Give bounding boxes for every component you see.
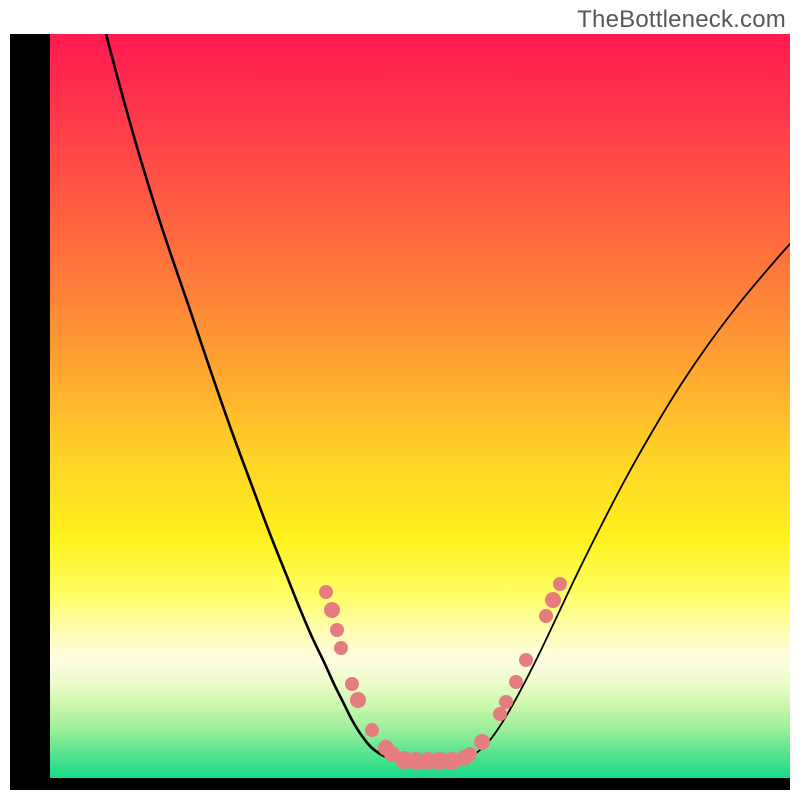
data-marker (334, 641, 348, 655)
data-marker (330, 623, 344, 637)
data-marker (519, 653, 533, 667)
bottleneck-curve (50, 34, 790, 778)
chart-frame (10, 34, 790, 790)
plot-area (50, 34, 790, 778)
data-marker (350, 692, 366, 708)
data-marker (545, 592, 561, 608)
curve-right-branch (450, 244, 790, 761)
data-marker (499, 695, 513, 709)
watermark-text: TheBottleneck.com (577, 6, 786, 34)
data-marker (345, 677, 359, 691)
data-marker (474, 734, 490, 750)
data-marker (319, 585, 333, 599)
data-marker (365, 723, 379, 737)
data-marker (463, 747, 477, 761)
data-marker (553, 577, 567, 591)
data-marker (509, 675, 523, 689)
curve-left-branch (106, 34, 416, 761)
data-marker (324, 602, 340, 618)
data-marker (539, 609, 553, 623)
chart-container: TheBottleneck.com (0, 0, 800, 800)
data-marker (493, 707, 507, 721)
